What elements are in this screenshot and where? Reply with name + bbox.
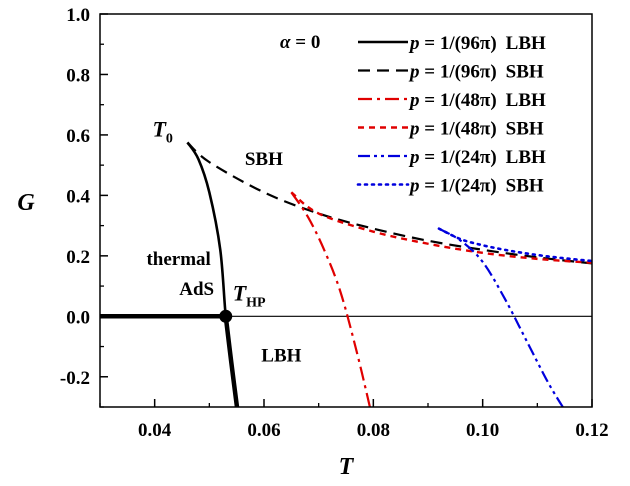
annotation-t: THP: [233, 280, 266, 310]
legend-entry-4: p = 1/(48π) SBH: [408, 119, 544, 140]
x-tick-label: 0.08: [357, 420, 390, 441]
y-tick-label: 0.8: [66, 65, 90, 86]
legend-entry-6: p = 1/(24π) SBH: [408, 176, 544, 197]
y-tick-label: -0.2: [60, 368, 90, 389]
annotation-thermal: thermal: [146, 249, 210, 270]
series-line-5: [438, 227, 565, 407]
y-tick-label: 0.2: [66, 247, 90, 268]
y-tick-label: 1.0: [66, 5, 90, 26]
series-line-6: [437, 227, 592, 263]
legend-entry-2: p = 1/(96π) SBH: [408, 62, 544, 83]
y-axis-title: G: [17, 190, 35, 216]
y-tick-label: 0.4: [66, 186, 90, 207]
legend-entry-5: p = 1/(24π) LBH: [408, 147, 546, 168]
y-tick-label: 0.6: [66, 126, 90, 147]
legend-header: α = 0: [280, 32, 320, 53]
series-line-1: [186, 141, 239, 407]
annotation-lbh: LBH: [261, 346, 301, 367]
annotation-sbh: SBH: [245, 149, 283, 170]
x-tick-label: 0.12: [575, 420, 608, 441]
annotation-ads: AdS: [179, 279, 214, 300]
legend-entry-3: p = 1/(48π) LBH: [408, 90, 546, 111]
legend-entry-1: p = 1/(96π) LBH: [408, 33, 546, 54]
y-tick-label: 0.0: [66, 307, 90, 328]
series-line-3: [290, 191, 372, 407]
annotation-t: T0: [152, 116, 172, 146]
x-tick-label: 0.10: [466, 420, 499, 441]
series-line-4: [290, 191, 592, 264]
x-tick-label: 0.06: [247, 420, 280, 441]
x-axis-title: T: [339, 454, 355, 480]
stable-lbh-segment: [223, 316, 240, 407]
x-tick-label: 0.04: [138, 420, 172, 441]
hawking-page-point: [219, 309, 233, 323]
series-line-2: [186, 141, 592, 265]
plot-frame: [99, 13, 593, 408]
